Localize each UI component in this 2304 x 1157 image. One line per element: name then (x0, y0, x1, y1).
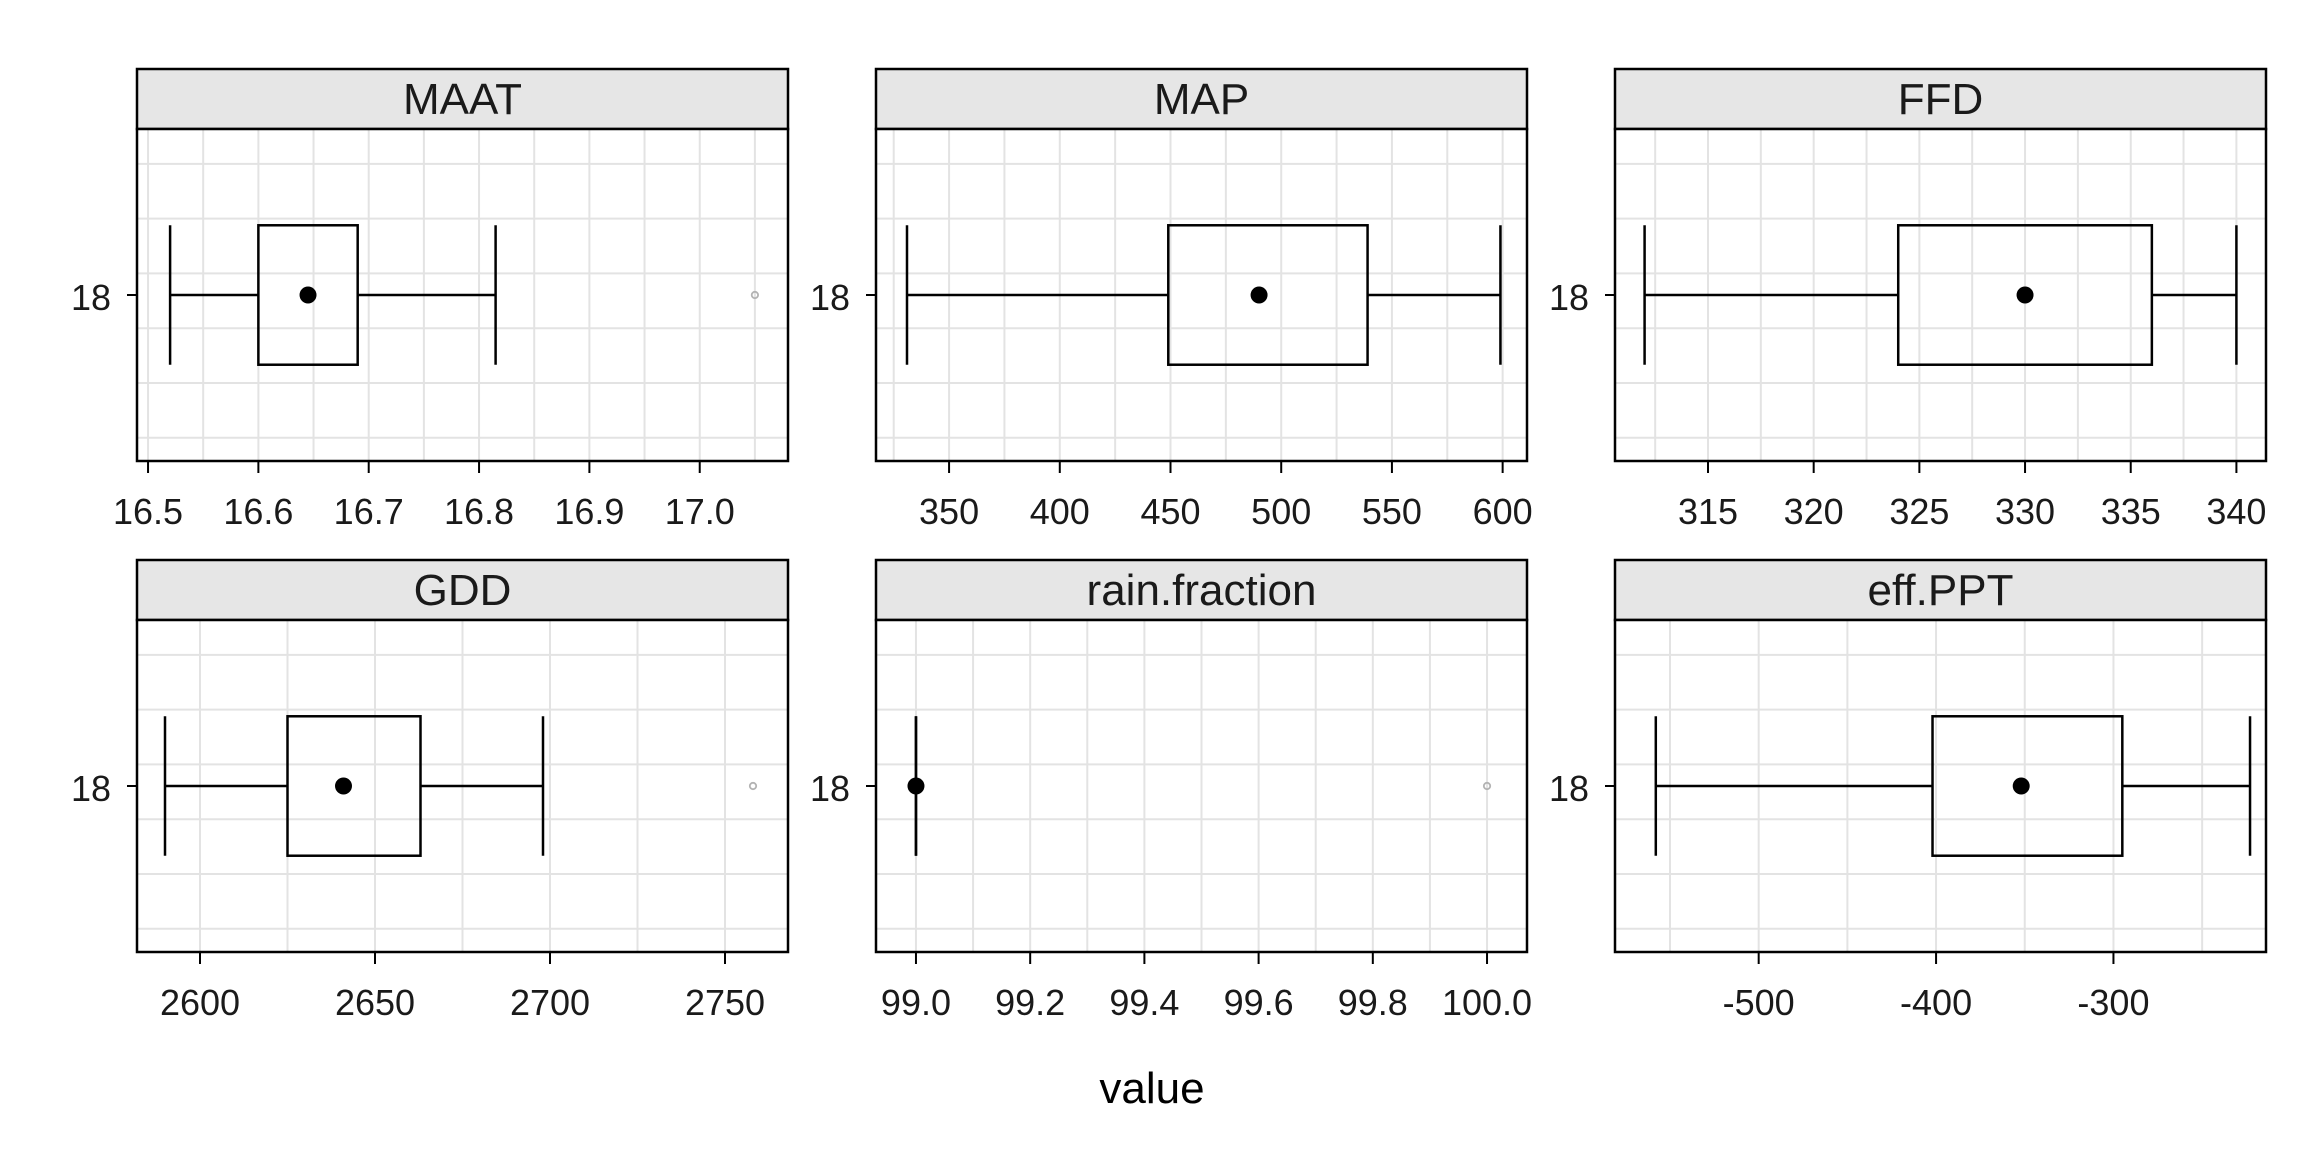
x-tick-label: 16.6 (223, 491, 293, 532)
x-tick-label: 2650 (335, 982, 415, 1023)
y-tick-label: 18 (810, 277, 850, 318)
x-tick-label: 16.5 (113, 491, 183, 532)
outlier-point (748, 781, 758, 791)
x-tick-label: -500 (1723, 982, 1795, 1023)
x-tick-label: 99.6 (1224, 982, 1294, 1023)
x-tick-label: 450 (1140, 491, 1200, 532)
facet-panel-MAP: MAP 18 350 400 450 500 550 600 (810, 67, 1533, 532)
x-tick-label: 330 (1995, 491, 2055, 532)
median-point (299, 286, 317, 304)
box-iqr (286, 715, 422, 857)
x-tick-label: 99.0 (881, 982, 951, 1023)
x-tick-label: 600 (1473, 491, 1533, 532)
y-tick-label: 18 (810, 768, 850, 809)
x-tick-label: 100.0 (1442, 982, 1532, 1023)
x-tick-label: 2700 (510, 982, 590, 1023)
strip-background (874, 558, 1529, 622)
outlier-point (1482, 781, 1492, 791)
strip-label: MAP (1154, 75, 1249, 124)
strip-label: rain.fraction (1087, 566, 1317, 615)
strip-background (1613, 558, 2268, 622)
facet-panel-eff-PPT: eff.PPT 18 -500 -400 -300 (1549, 558, 2268, 1023)
x-tick-label: 315 (1678, 491, 1738, 532)
median-point (1250, 286, 1268, 304)
y-tick-label: 18 (1549, 768, 1589, 809)
median-point (2016, 286, 2034, 304)
facet-panel-MAAT: MAAT 18 16.5 16.6 16.7 16.8 16.9 17.0 (71, 67, 790, 532)
x-tick-label: 17.0 (665, 491, 735, 532)
median-point (907, 777, 925, 795)
outlier-point (750, 290, 759, 300)
x-tick-label: 16.9 (554, 491, 624, 532)
median-point (335, 777, 352, 795)
x-tick-label: 500 (1251, 491, 1311, 532)
x-tick-label: 550 (1362, 491, 1422, 532)
strip-label: eff.PPT (1868, 566, 2014, 615)
median-point (2012, 777, 2030, 795)
x-tick-label: 99.2 (995, 982, 1065, 1023)
x-tick-label: 335 (2101, 491, 2161, 532)
x-tick-label: 16.8 (444, 491, 514, 532)
box-iqr (257, 224, 359, 366)
strip-label: GDD (414, 566, 512, 615)
box-iqr (1931, 715, 2124, 857)
strip-label: MAAT (403, 75, 522, 124)
y-tick-label: 18 (1549, 277, 1589, 318)
y-tick-label: 18 (71, 277, 111, 318)
strip-background (135, 67, 790, 131)
facet-panel-GDD: GDD 18 2600 2650 2700 2750 (71, 558, 790, 1023)
x-tick-label: 2600 (160, 982, 240, 1023)
x-tick-label: 350 (919, 491, 979, 532)
x-tick-label: -300 (2077, 982, 2149, 1023)
x-tick-label: 2750 (685, 982, 765, 1023)
x-tick-label: -400 (1900, 982, 1972, 1023)
x-tick-label: 99.8 (1338, 982, 1408, 1023)
x-tick-label: 325 (1889, 491, 1949, 532)
x-tick-label: 99.4 (1109, 982, 1179, 1023)
x-tick-label: 340 (2206, 491, 2266, 532)
box-iqr (1167, 224, 1369, 366)
facet-panel-rain-fraction: rain.fraction 18 99.0 99.2 99.4 99.6 99.8 100.0 (810, 558, 1532, 1023)
strip-label: FFD (1898, 75, 1984, 124)
x-tick-label: 320 (1784, 491, 1844, 532)
y-tick-label: 18 (71, 768, 111, 809)
x-tick-label: 400 (1030, 491, 1090, 532)
x-axis-label: value (1099, 1064, 1205, 1113)
x-tick-label: 16.7 (334, 491, 404, 532)
box-iqr (1896, 224, 2154, 366)
facet-panel-FFD: FFD 18 315 320 325 330 335 340 (1549, 67, 2268, 532)
